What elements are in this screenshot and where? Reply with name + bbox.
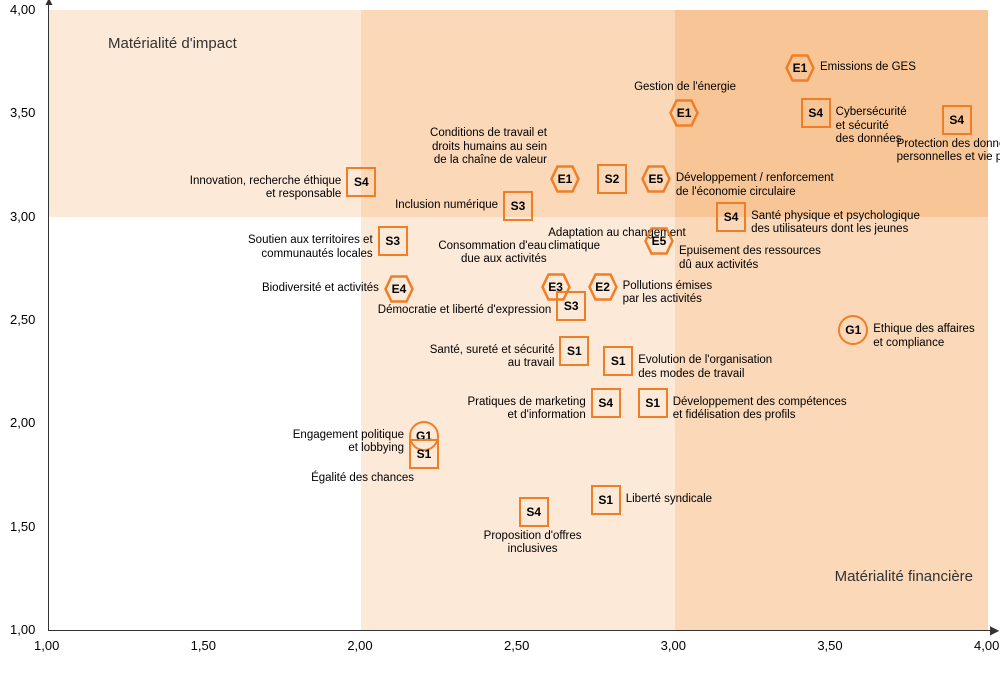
x-tick-label: 1,50: [191, 638, 216, 653]
point-label: Engagement politique et lobbying: [293, 429, 404, 455]
marker-S4: S4: [801, 98, 831, 128]
point-label: Pratiques de marketing et d'information: [467, 396, 585, 422]
marker-S1: S1: [559, 336, 589, 366]
point-label: Conditions de travail et droits humains …: [430, 127, 547, 167]
point-label: Santé physique et psychologique des util…: [751, 210, 920, 236]
point-label: Santé, sureté et sécurité au travail: [430, 344, 555, 370]
point-label: Soutien aux territoires et communautés l…: [248, 234, 373, 260]
x-axis-arrow: ▶: [990, 623, 999, 637]
x-tick-label: 1,00: [34, 638, 59, 653]
y-tick-label: 1,50: [10, 519, 38, 534]
point-label: Inclusion numérique: [395, 199, 498, 212]
y-tick-label: 3,00: [10, 209, 38, 224]
y-axis-arrow: ▲: [43, 0, 55, 8]
marker-E5: E5: [641, 165, 671, 193]
x-tick-label: 2,00: [347, 638, 372, 653]
marker-E2: E2: [588, 273, 618, 301]
marker-S3: S3: [556, 291, 586, 321]
y-tick-label: 2,50: [10, 312, 38, 327]
point-label: Liberté syndicale: [626, 493, 712, 506]
marker-E1: E1: [785, 54, 815, 82]
point-label: Proposition d'offres inclusives: [484, 530, 582, 556]
point-label: Protection des données personnelles et v…: [897, 138, 1000, 164]
point-label: Gestion de l'énergie: [634, 81, 736, 94]
marker-S4: S4: [346, 167, 376, 197]
zone: [48, 217, 361, 630]
marker-S1: S1: [638, 388, 668, 418]
marker-S4: S4: [519, 497, 549, 527]
point-label: Pollutions émises par les activités: [623, 280, 712, 306]
point-label: Développement des compétences et fidélis…: [673, 396, 847, 422]
x-tick-label: 3,50: [817, 638, 842, 653]
marker-S1: S1: [591, 485, 621, 515]
marker-S1: S1: [603, 346, 633, 376]
y-tick-label: 2,00: [10, 415, 38, 430]
y-axis: [48, 2, 49, 630]
marker-G1: G1: [838, 315, 868, 345]
marker-E4: E4: [384, 275, 414, 303]
y-tick-label: 3,50: [10, 105, 38, 120]
point-label: Démocratie et liberté d'expression: [378, 304, 552, 317]
x-axis: [48, 630, 996, 631]
marker-S4: S4: [942, 105, 972, 135]
point-label: Innovation, recherche éthique et respons…: [190, 175, 342, 201]
marker-S3: S3: [378, 226, 408, 256]
marker-E5: E5: [644, 227, 674, 255]
zone: [361, 10, 674, 217]
marker-S4: S4: [591, 388, 621, 418]
point-label: Égalité des chances: [311, 472, 414, 485]
materiality-scatter-chart: ▲ ▶ 1,00 1,50 2,00 2,50 3,00 3,50 4,00 1,00 1,50 2,…: [0, 0, 1000, 677]
point-label: Développement / renforcement de l'économ…: [676, 172, 834, 198]
marker-S3: S3: [503, 191, 533, 221]
point-label: Emissions de GES: [820, 61, 916, 74]
point-label: Evolution de l'organisation des modes de…: [638, 354, 772, 380]
x-tick-label: 4,00: [974, 638, 999, 653]
point-label: Consommation d'eau due aux activités: [438, 240, 546, 266]
x-tick-label: 2,50: [504, 638, 529, 653]
point-label: Biodiversité et activités: [262, 282, 379, 295]
plot-area: ▲▶1,001,502,002,503,003,504,001,001,502,…: [48, 10, 988, 630]
marker-S4: S4: [716, 202, 746, 232]
marker-E1: E1: [550, 165, 580, 193]
point-label: Epuisement des ressources dû aux activit…: [679, 245, 821, 271]
y-axis-title: Matérialité d'impact: [108, 35, 237, 52]
y-tick-label: 4,00: [10, 2, 38, 17]
marker-E1: E1: [669, 99, 699, 127]
point-label: Ethique des affaires et compliance: [873, 323, 974, 349]
x-axis-title: Matérialité financière: [835, 568, 973, 585]
marker-S1: S1: [409, 439, 439, 469]
marker-S2: S2: [597, 164, 627, 194]
y-tick-label: 1,00: [10, 622, 38, 637]
x-tick-label: 3,00: [661, 638, 686, 653]
